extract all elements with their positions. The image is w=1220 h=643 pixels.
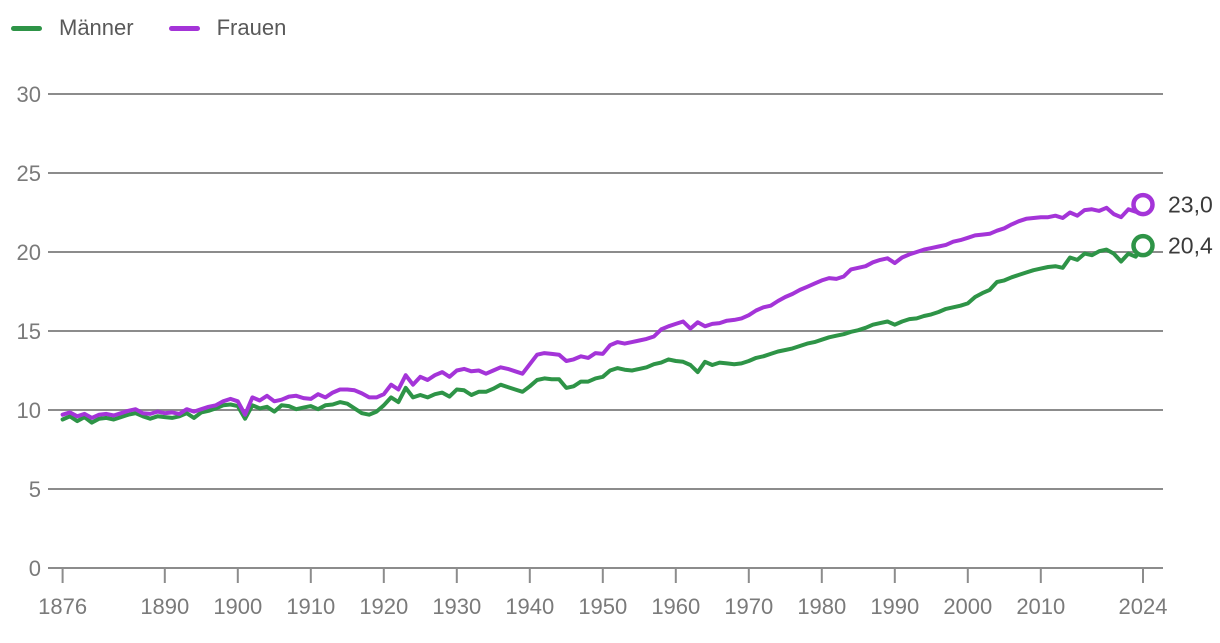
x-tick-label: 1876 — [38, 594, 87, 619]
x-tick-label: 2000 — [943, 594, 992, 619]
legend-label-maenner: Männer — [59, 15, 134, 40]
x-tick-label: 2010 — [1016, 594, 1065, 619]
y-tick-label: 5 — [29, 477, 41, 502]
y-tick-label: 30 — [17, 82, 41, 107]
x-tick-label: 1990 — [870, 594, 919, 619]
series-line-maenner — [60, 243, 1145, 425]
frauen-line-swatch — [168, 25, 200, 31]
x-tick-label: 1970 — [724, 594, 773, 619]
series-line-frauen — [60, 202, 1145, 420]
x-tick-label: 2024 — [1119, 594, 1168, 619]
x-tick-label: 1890 — [140, 594, 189, 619]
maenner-line-swatch — [11, 25, 42, 31]
legend-item-frauen[interactable]: Frauen — [168, 15, 287, 41]
end-marker-maenner — [1131, 233, 1155, 258]
x-tick-label: 1960 — [651, 594, 700, 619]
x-tick-label: 1900 — [213, 594, 262, 619]
end-marker-frauen — [1131, 192, 1155, 217]
x-tick-label: 1940 — [505, 594, 554, 619]
y-tick-label: 10 — [17, 398, 41, 423]
x-tick-label: 1980 — [797, 594, 846, 619]
end-value-label-frauen: 23,0 — [1168, 192, 1213, 218]
y-tick-label: 15 — [17, 319, 41, 344]
x-tick-label: 1950 — [578, 594, 627, 619]
legend-item-maenner[interactable]: Männer — [11, 15, 134, 41]
y-tick-label: 20 — [17, 240, 41, 265]
x-tick-label: 1930 — [432, 594, 481, 619]
y-tick-label: 0 — [29, 556, 41, 581]
end-value-label-maenner: 20,4 — [1168, 233, 1213, 259]
x-tick-label: 1910 — [286, 594, 335, 619]
legend-label-frauen: Frauen — [216, 15, 287, 40]
chart-legend: Männer Frauen — [11, 15, 286, 41]
y-tick-label: 25 — [17, 161, 41, 186]
x-tick-label: 1920 — [359, 594, 408, 619]
